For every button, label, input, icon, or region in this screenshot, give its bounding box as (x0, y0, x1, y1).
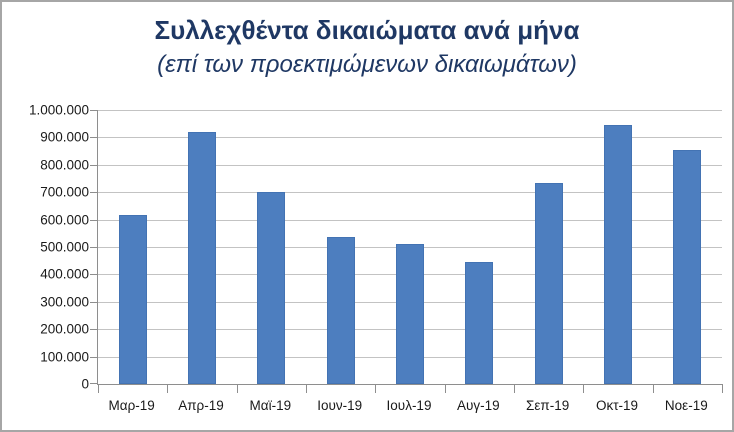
x-axis-tick (167, 384, 168, 393)
x-axis-tick (98, 384, 99, 393)
y-axis-tick (90, 329, 98, 331)
y-tick-label: 400.000 (40, 266, 89, 282)
gridline-800000 (98, 164, 722, 166)
bar-4 (327, 237, 355, 384)
y-axis-tick (90, 383, 98, 384)
bar-3 (257, 192, 285, 384)
x-axis-tick (237, 384, 238, 393)
x-tick-label: Αυγ-19 (457, 398, 500, 413)
x-tick-label: Απρ-19 (178, 398, 224, 413)
y-tick-label: 900.000 (40, 129, 89, 145)
x-tick-label: Μαρ-19 (108, 398, 155, 413)
y-tick-label: 100.000 (40, 349, 89, 365)
bar-9 (673, 150, 701, 384)
y-axis-tick (90, 247, 98, 248)
y-tick-label: 300.000 (40, 294, 89, 310)
gridline-600000 (98, 219, 722, 221)
bar-1 (119, 215, 147, 384)
y-axis-tick (90, 356, 98, 358)
x-tick-label: Νοε-19 (664, 398, 708, 413)
x-tick-label: Ιουν-19 (317, 398, 363, 413)
chart-title: Συλλεχθέντα δικαιώματα ανά μήνα (154, 15, 580, 45)
gridline-700000 (98, 192, 722, 194)
bar-2 (188, 132, 216, 384)
y-tick-label: 1.000.000 (28, 102, 89, 118)
y-tick-label: 700.000 (40, 184, 89, 200)
chart-subtitle: (επί των προεκτιμώμενων δικαιωμάτων) (157, 51, 577, 78)
y-tick-label: 0 (81, 376, 89, 392)
y-axis-tick (90, 219, 98, 221)
bar-5 (396, 244, 424, 384)
x-tick-label: Ιουλ-19 (386, 398, 432, 413)
bar-6 (465, 262, 493, 384)
y-axis-tick (90, 137, 98, 139)
y-axis-tick (90, 192, 98, 194)
x-axis-tick (375, 384, 376, 393)
y-tick-label: 200.000 (40, 321, 89, 337)
y-tick-label: 800.000 (40, 157, 89, 173)
x-tick-label: Μαϊ-19 (249, 398, 292, 413)
y-axis-tick (90, 301, 98, 303)
x-axis-tick (583, 384, 584, 393)
gridline-900000 (98, 137, 722, 139)
x-axis-tick (514, 384, 515, 393)
bar-8 (604, 125, 632, 384)
x-tick-label: Οκτ-19 (595, 398, 639, 413)
y-axis-tick (90, 110, 98, 111)
y-axis-tick (90, 164, 98, 166)
y-axis-tick (90, 274, 98, 276)
plot-area (90, 110, 723, 393)
x-axis-tick (306, 384, 307, 393)
x-axis-tick (722, 384, 723, 393)
x-tick-label: Σεπ-19 (526, 398, 570, 413)
x-axis-tick (445, 384, 446, 393)
x-axis-tick (653, 384, 654, 393)
y-tick-label: 500.000 (40, 239, 89, 255)
gridline-1000000 (98, 110, 722, 111)
bar-7 (535, 183, 563, 384)
y-tick-label: 600.000 (40, 212, 89, 228)
